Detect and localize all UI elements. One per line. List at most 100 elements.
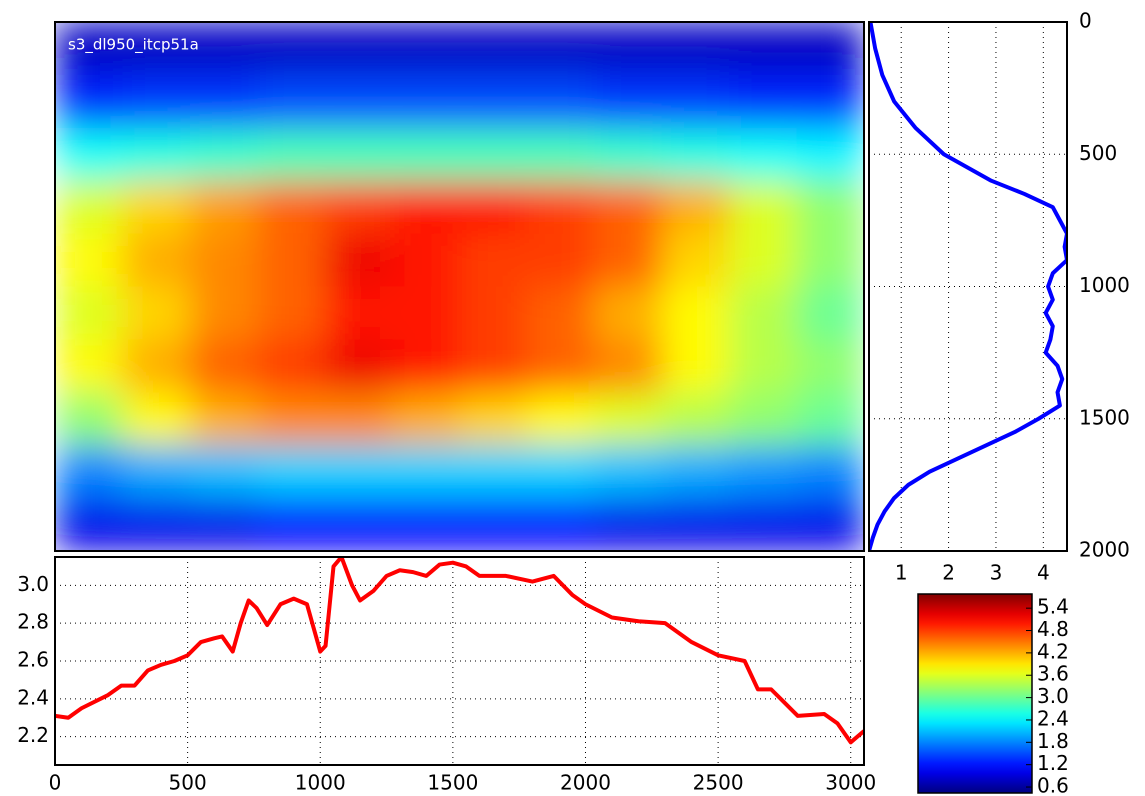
y-tick-label: 3.0 [17, 572, 49, 596]
x-tick-label: 0 [49, 771, 62, 795]
heat-cell [392, 392, 460, 446]
y-tick-label: 500 [1079, 141, 1117, 165]
heat-cell [594, 498, 663, 550]
plot-clip [869, 22, 1067, 551]
x-tick-label: 3000 [825, 771, 876, 795]
heat-cell [56, 233, 123, 287]
plot-frame [54, 556, 865, 766]
heat-cell [392, 339, 460, 393]
heat-cell [594, 286, 663, 340]
x-tick-label: 1 [895, 561, 908, 585]
heat-cell [526, 74, 595, 129]
heat-cell [257, 339, 326, 393]
heat-cell [324, 74, 393, 129]
x-tick-label: 1000 [295, 771, 346, 795]
x-tick-label: 2 [942, 561, 955, 585]
heat-cell [324, 498, 393, 550]
heat-cell [392, 233, 460, 287]
x-tick-label: 2000 [560, 771, 611, 795]
heat-cell [594, 127, 663, 182]
heat-cell [122, 74, 191, 129]
heat-cell [122, 339, 191, 393]
heat-cell [324, 445, 393, 499]
heat-cell [594, 233, 663, 287]
heat-cell [392, 498, 460, 550]
heat-cell [324, 392, 393, 446]
heat-cell [122, 445, 191, 499]
heat-cell [189, 127, 258, 182]
heat-cell [189, 74, 258, 129]
heat-cell [324, 23, 393, 76]
heat-cell [459, 286, 528, 340]
heat-cell [392, 74, 460, 129]
heat-cell [459, 339, 528, 393]
heat-cell [661, 392, 730, 446]
heat-cell [594, 23, 663, 76]
heat-cell [56, 339, 123, 393]
colorbar-tick-label: 5.4 [1037, 595, 1069, 619]
heat-cell [189, 445, 258, 499]
heat-cell [796, 180, 863, 235]
heat-cell [392, 23, 460, 76]
colorbar-tick-label: 4.2 [1037, 639, 1069, 663]
heat-cell [526, 23, 595, 76]
annotation: s3_dl950_itcp51a [68, 36, 199, 55]
heat-cell [661, 445, 730, 499]
x-tick-label: 1500 [427, 771, 478, 795]
heat-cell [392, 286, 460, 340]
heat-cell [796, 23, 863, 76]
heat-cell [189, 392, 258, 446]
heat-cell [594, 445, 663, 499]
heat-cell [594, 339, 663, 393]
heat-cell [257, 233, 326, 287]
heat-cell [729, 74, 798, 129]
heat-cell [56, 445, 123, 499]
heat-cell [459, 74, 528, 129]
heat-cell [392, 180, 460, 235]
heat-cell [459, 445, 528, 499]
heat-cell [594, 180, 663, 235]
x-tick-label: 500 [169, 771, 207, 795]
heat-cell [56, 180, 123, 235]
heat-cell [459, 127, 528, 182]
y-tick-label: 2.6 [17, 648, 49, 672]
heat-cell [324, 180, 393, 235]
heat-cell [526, 233, 595, 287]
heat-cell [257, 180, 326, 235]
heat-cell [796, 498, 863, 550]
heat-cell [56, 392, 123, 446]
x-tick-label: 2500 [693, 771, 744, 795]
plot-clip [55, 557, 864, 745]
heat-cell [729, 392, 798, 446]
heat-cell [257, 286, 326, 340]
y-tick-label: 2.8 [17, 610, 49, 634]
heat-cell [526, 498, 595, 550]
heatmap-frame [54, 21, 865, 552]
heat-cell [324, 286, 393, 340]
y-tick-label: 2.4 [17, 685, 49, 709]
heat-cell [257, 392, 326, 446]
colorbar-tick-label: 2.4 [1037, 706, 1069, 730]
heat-cell [796, 392, 863, 446]
profile-line [55, 557, 864, 745]
heat-cell [56, 23, 123, 76]
heat-cell [594, 392, 663, 446]
heat-cell [189, 498, 258, 550]
heat-cell [122, 23, 191, 76]
heat-cell [661, 23, 730, 76]
heat-cell [729, 498, 798, 550]
heat-cell [661, 127, 730, 182]
heat-cell [122, 498, 191, 550]
y-tick-label: 2000 [1079, 538, 1130, 562]
heat-cell [189, 23, 258, 76]
heat-cell [122, 127, 191, 182]
heat-cell [796, 339, 863, 393]
heat-cell [459, 23, 528, 76]
heat-cell [526, 127, 595, 182]
heat-cell [796, 74, 863, 129]
colorbar-tick-label: 0.6 [1037, 774, 1069, 796]
heat-cell [796, 127, 863, 182]
heat-cell [459, 233, 528, 287]
